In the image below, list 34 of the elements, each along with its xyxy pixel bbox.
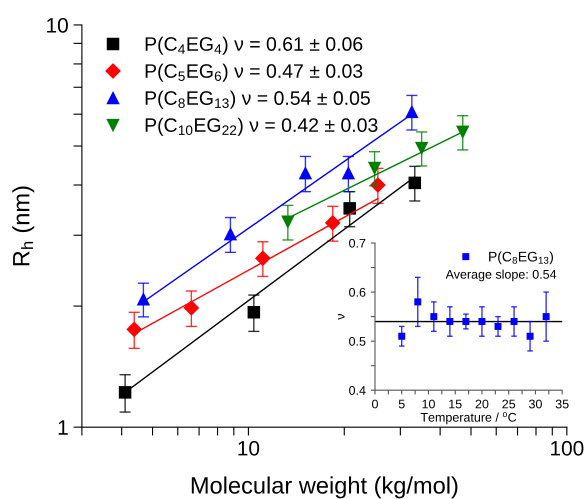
point xyxy=(446,318,454,325)
x-tick-label: 15 xyxy=(449,400,462,408)
y-tick-label: 0.6 xyxy=(349,288,366,297)
point xyxy=(430,313,438,320)
y-tick-label: 0.5 xyxy=(349,336,366,346)
point xyxy=(510,318,518,325)
legend-label: P(C$_{5}$EG$_{6}$) ν = 0.47 ± 0.03 xyxy=(146,64,362,82)
y-axis-title: ν xyxy=(338,314,345,320)
y-axis-title: R$_{h}$ (nm) xyxy=(12,186,34,266)
annotation: Average slope: 0.54 xyxy=(446,270,556,282)
point xyxy=(462,318,470,325)
legend-label: P(C$_{10}$EG$_{22}$) ν = 0.42 ± 0.03 xyxy=(146,118,378,136)
x-tick-label: 30 xyxy=(528,400,542,408)
legend-label: P(C$_{8}$EG$_{13}$) ν = 0.54 ± 0.05 xyxy=(146,90,370,109)
point xyxy=(494,322,502,330)
x-tick-label: 0 xyxy=(372,400,378,408)
x-tick-label: 10 xyxy=(422,400,435,408)
point xyxy=(398,332,406,340)
x-tick-label: 100 xyxy=(551,440,584,456)
x-tick-label: 25 xyxy=(502,400,516,408)
legend-label: P(C$_{8}$EG$_{13}$) xyxy=(489,251,553,264)
point xyxy=(478,318,486,325)
y-tick-label: 0.4 xyxy=(349,386,366,395)
legend-label: P(C$_{4}$EG$_{4}$) ν = 0.61 ± 0.06 xyxy=(146,36,362,55)
x-tick-label: 20 xyxy=(476,400,488,408)
x-tick-label: 5 xyxy=(398,400,405,408)
point xyxy=(542,313,550,320)
x-axis-title: Temperature / $^{o}$C xyxy=(420,412,516,424)
point xyxy=(526,332,534,340)
x-axis-title: Molecular weight (kg/mol) xyxy=(192,476,458,498)
point xyxy=(414,298,422,306)
y-tick-label: 1 xyxy=(58,420,68,435)
y-tick-label: 0.7 xyxy=(349,238,366,248)
x-tick-label: 35 xyxy=(556,400,569,408)
